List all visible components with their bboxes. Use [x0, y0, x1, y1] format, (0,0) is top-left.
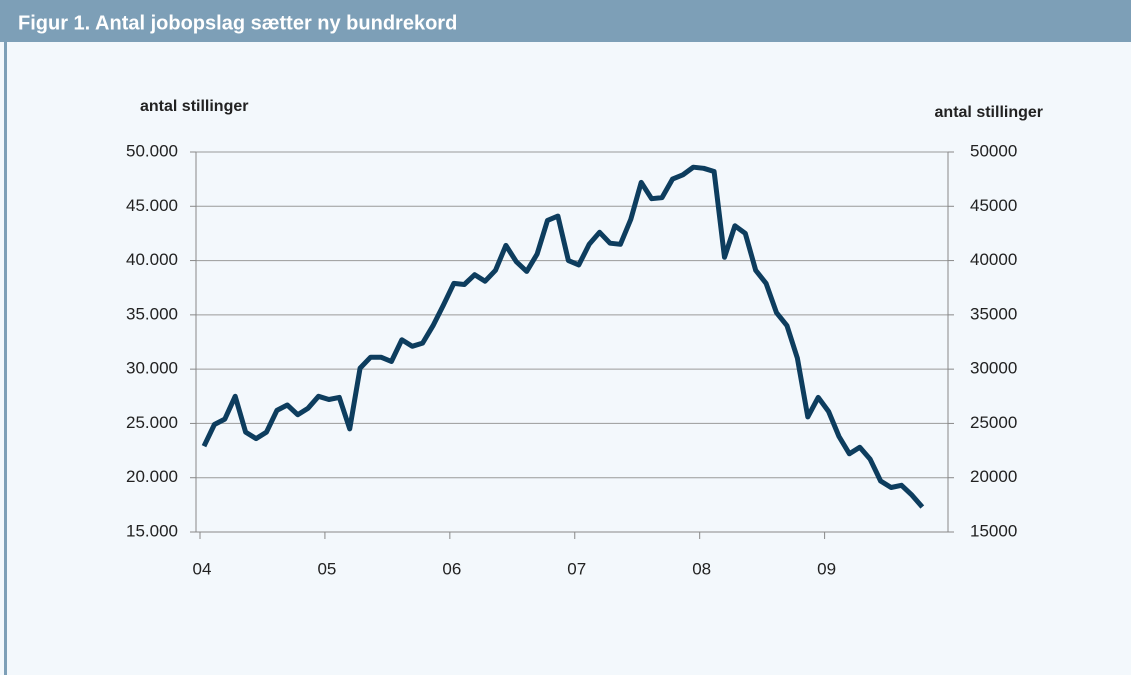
y-tick-label: 15.000: [126, 521, 178, 540]
x-tick-label: 06: [442, 559, 461, 578]
y2-tick-label: 40000: [970, 250, 1017, 269]
y-tick-label: 40.000: [126, 250, 178, 269]
y-tick-label: 50.000: [126, 141, 178, 160]
x-tick-label: 08: [692, 559, 711, 578]
x-tick-label: 07: [567, 559, 586, 578]
y2-tick-label: 50000: [970, 141, 1017, 160]
y-tick-label: 45.000: [126, 196, 178, 215]
x-tick-label: 09: [817, 559, 836, 578]
y2-tick-label: 15000: [970, 521, 1017, 540]
x-tick-label: 05: [317, 559, 336, 578]
y2-axis-label: antal stillinger: [935, 104, 1043, 121]
y-tick-label: 35.000: [126, 304, 178, 323]
header-bar: [0, 0, 1131, 42]
y-axis-label: antal stillinger: [140, 98, 248, 115]
y-tick-label: 30.000: [126, 359, 178, 378]
y2-tick-label: 20000: [970, 467, 1017, 486]
x-tick-label: 04: [193, 559, 212, 578]
y-tick-label: 25.000: [126, 413, 178, 432]
y2-tick-label: 30000: [970, 359, 1017, 378]
left-border: [4, 42, 7, 675]
y2-tick-label: 25000: [970, 413, 1017, 432]
chart-title: Figur 1. Antal jobopslag sætter ny bundr…: [18, 12, 457, 34]
data-line: [201, 164, 925, 509]
y2-tick-label: 35000: [970, 304, 1017, 323]
y-tick-label: 20.000: [126, 467, 178, 486]
y2-tick-label: 45000: [970, 196, 1017, 215]
